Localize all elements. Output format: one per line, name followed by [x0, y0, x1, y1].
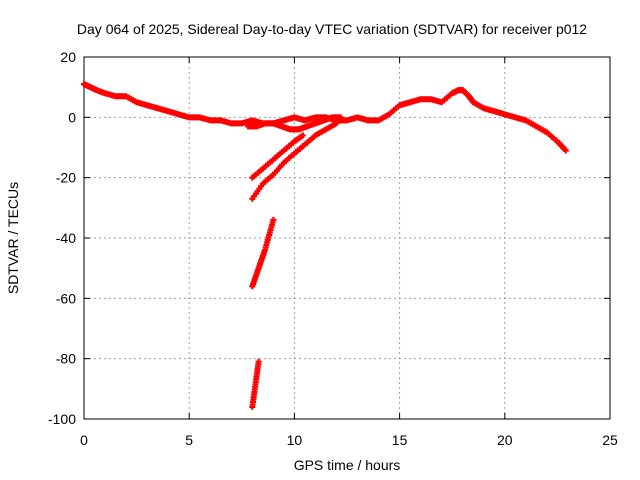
y-tick-label: -40	[56, 230, 76, 246]
x-tick-label: 25	[602, 432, 618, 448]
x-tick-label: 10	[287, 432, 303, 448]
data-point	[255, 358, 262, 365]
data-point	[562, 147, 569, 154]
x-tick-label: 5	[185, 432, 193, 448]
data-point	[299, 132, 306, 139]
x-tick-label: 0	[80, 432, 88, 448]
series-branch-C	[249, 216, 277, 290]
data-point	[270, 216, 277, 223]
y-tick-label: -20	[56, 170, 76, 186]
y-tick-label: -60	[56, 290, 76, 306]
y-tick-label: 20	[60, 49, 76, 65]
x-axis-label: GPS time / hours	[294, 457, 401, 473]
axis-ticks: -100 -80 -60 -40 -20 0 20 0 5 10 15 20 25	[48, 49, 618, 448]
data-point	[337, 114, 344, 121]
series-merge-trace	[245, 114, 344, 133]
y-tick-label: -80	[56, 351, 76, 367]
series-branch-D	[249, 358, 262, 410]
data-point	[333, 120, 340, 127]
chart-title: Day 064 of 2025, Sidereal Day-to-day VTE…	[77, 21, 587, 37]
y-tick-label: 0	[68, 109, 76, 125]
series-branch-A	[249, 132, 306, 181]
data-points	[81, 81, 569, 410]
y-tick-label: -100	[48, 411, 76, 427]
x-tick-label: 15	[392, 432, 408, 448]
y-axis-label: SDTVAR / TECUs	[5, 182, 21, 294]
series-branch-B	[249, 120, 340, 202]
x-tick-label: 20	[497, 432, 513, 448]
